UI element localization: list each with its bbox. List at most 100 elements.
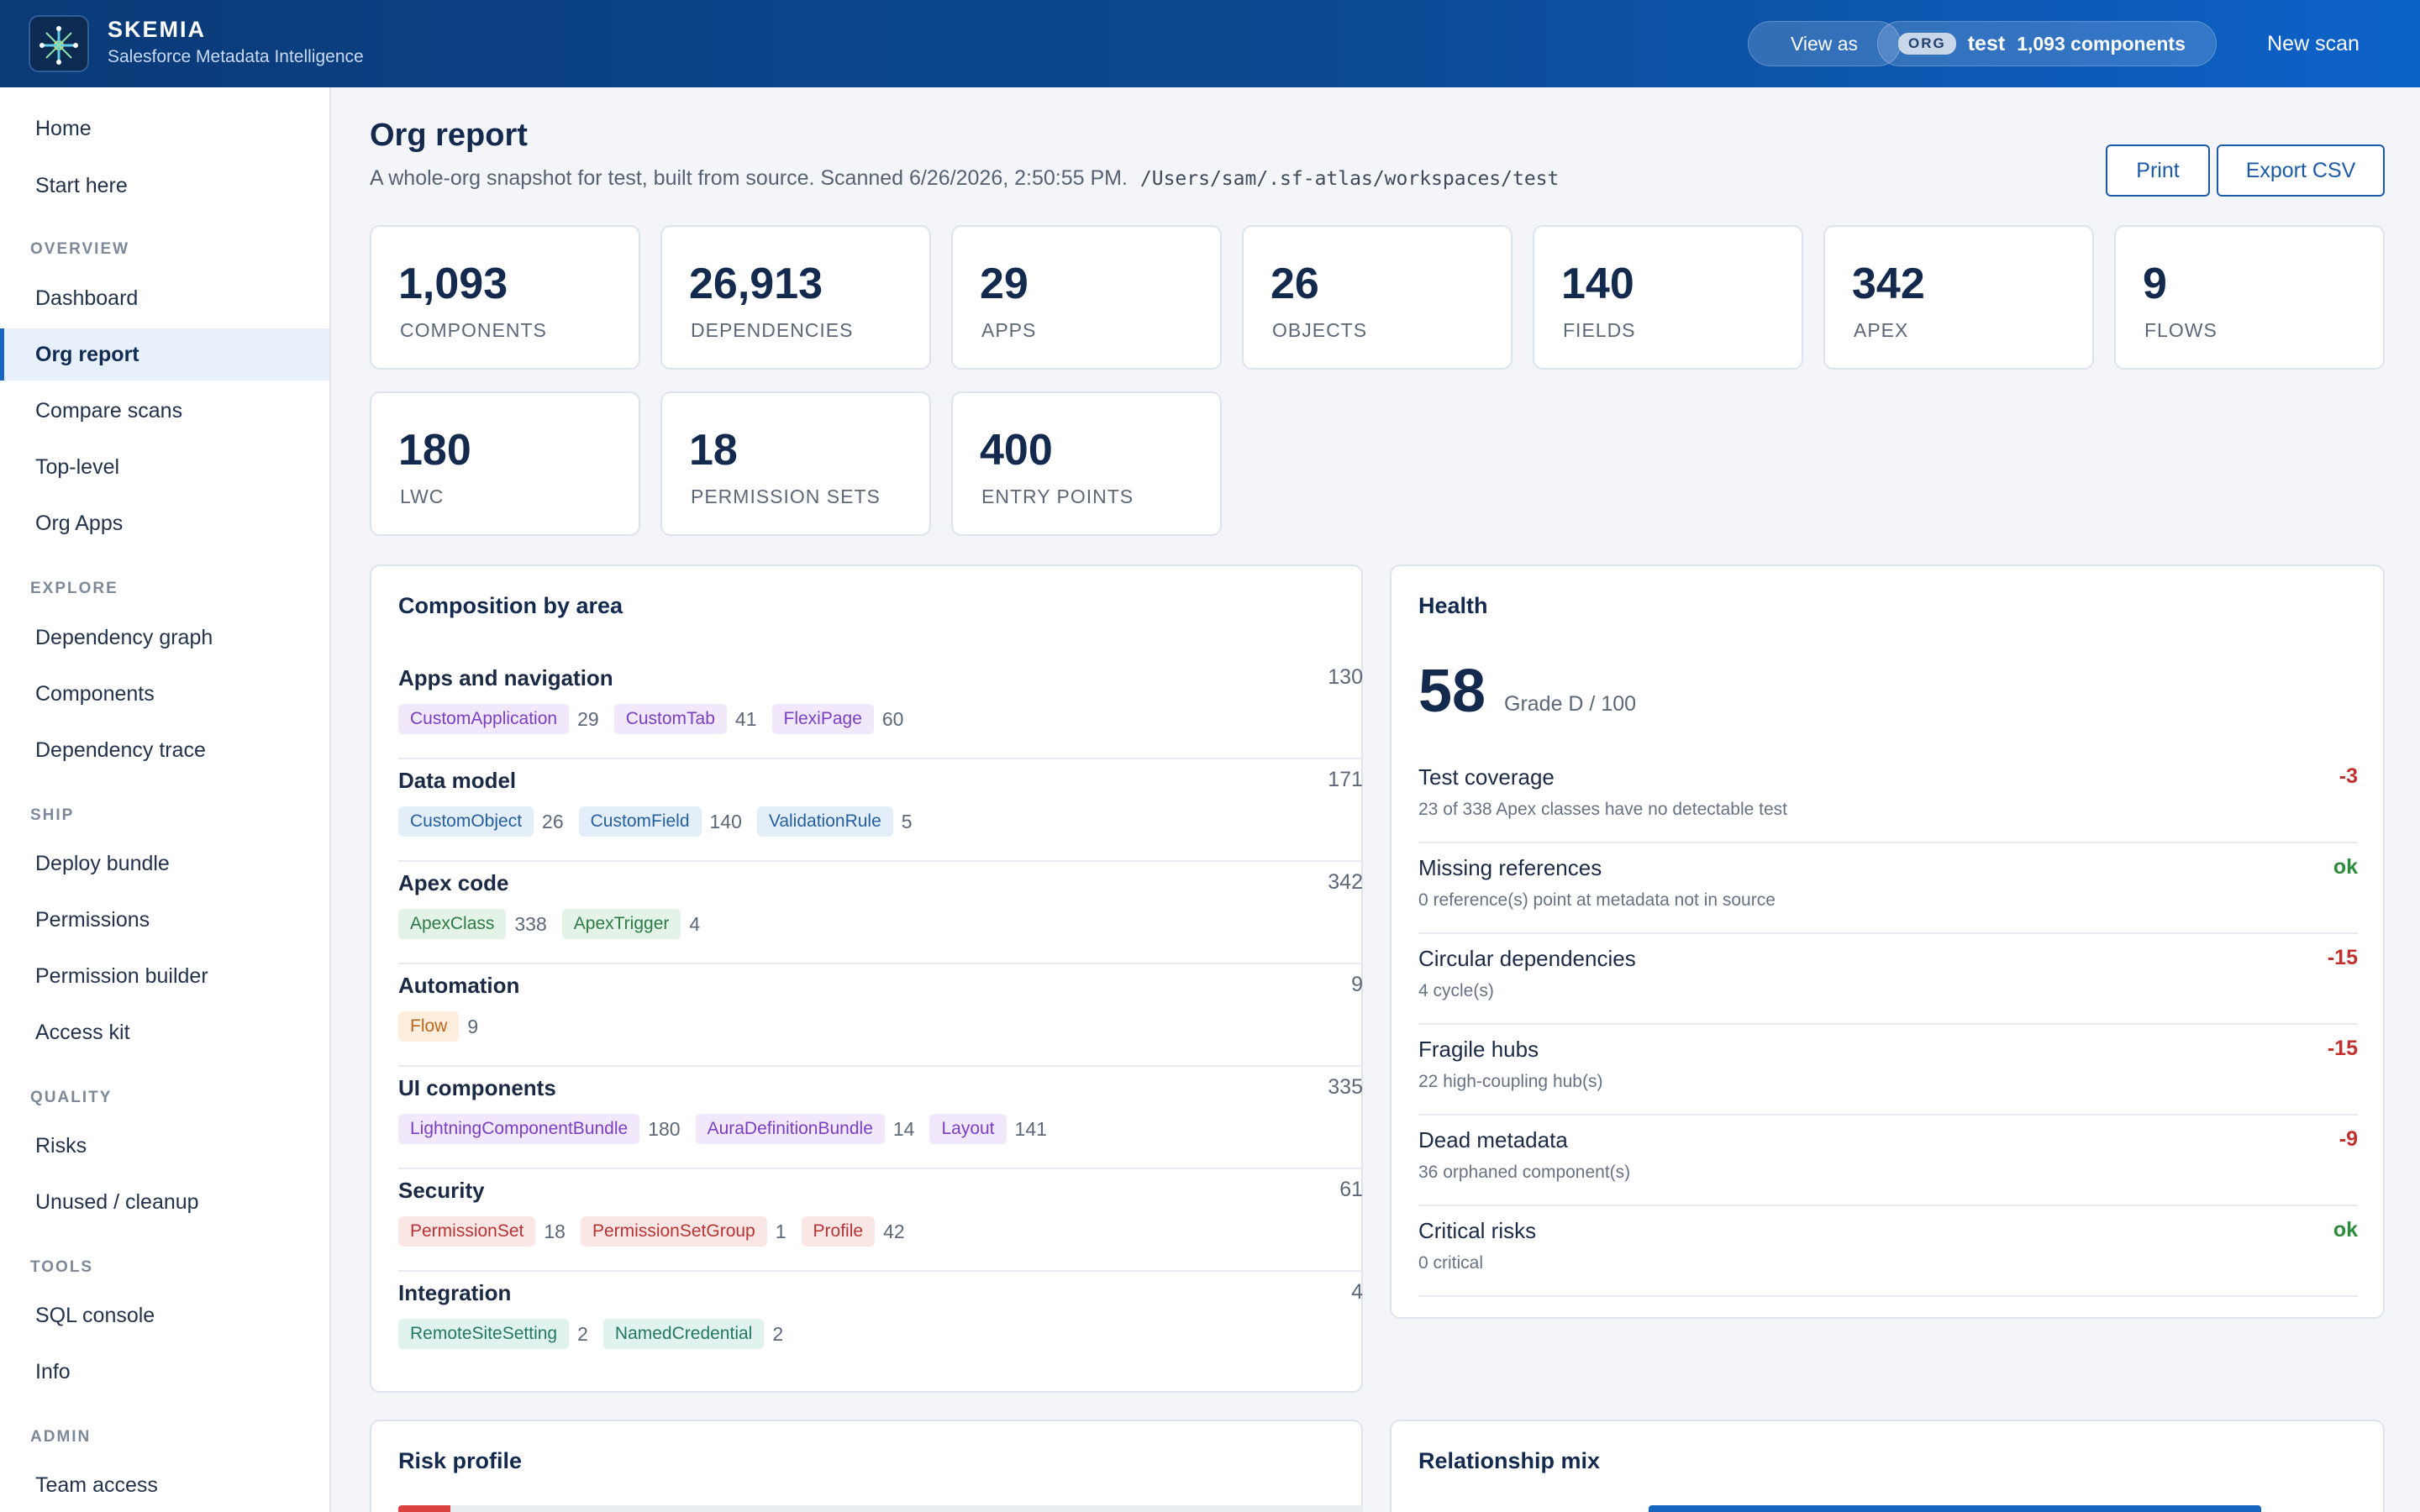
logo[interactable]	[29, 15, 89, 72]
type-chip[interactable]: RemoteSiteSetting	[398, 1319, 570, 1349]
type-count: 180	[648, 1117, 681, 1140]
sidebar-item-risks[interactable]: Risks	[35, 1133, 87, 1158]
stat-label: OBJECTS	[1272, 319, 1368, 341]
type-count: 42	[883, 1220, 905, 1242]
type-chip[interactable]: ApexClass	[398, 909, 507, 939]
stat-label: LWC	[400, 486, 445, 507]
area-name: UI components	[398, 1075, 556, 1100]
sidebar-item-components[interactable]: Components	[35, 681, 155, 706]
area-name: Apps and navigation	[398, 665, 613, 690]
area-name: Apex code	[398, 870, 509, 895]
stat-label: DEPENDENCIES	[691, 319, 854, 341]
type-chip[interactable]: Flow	[398, 1011, 460, 1042]
top-bar: SKEMIA Salesforce Metadata Intelligence …	[0, 0, 2420, 87]
type-count: 60	[881, 707, 904, 730]
relationship-mix-panel: Relationship mix	[1390, 1420, 2385, 1512]
sidebar-item-start-here[interactable]: Start here	[35, 173, 128, 197]
stat-card-objects: 26 OBJECTS	[1242, 225, 1512, 370]
stat-card-apex: 342 APEX	[1823, 225, 2094, 370]
health-row-circular-dependencies[interactable]: Circular dependencies 4 cycle(s) -15	[1418, 934, 2358, 1025]
area-total: 9	[1351, 973, 1363, 996]
relationship-mix-bar[interactable]	[1649, 1505, 2261, 1512]
sidebar-item-dependency-graph[interactable]: Dependency graph	[35, 625, 213, 649]
type-chip[interactable]: CustomApplication	[398, 704, 570, 734]
sidebar-item-permission-builder[interactable]: Permission builder	[35, 963, 208, 988]
view-as-button[interactable]: View as	[1748, 21, 1901, 66]
type-chip[interactable]: FlexiPage	[771, 704, 874, 734]
type-chip[interactable]: CustomField	[578, 806, 702, 837]
sidebar-item-top-level[interactable]: Top-level	[35, 454, 120, 479]
health-grade: Grade D / 100	[1504, 692, 1637, 716]
sidebar-item-org-apps[interactable]: Org Apps	[35, 511, 124, 535]
health-row-desc: 22 high-coupling hub(s)	[1418, 1072, 1603, 1091]
health-row-desc: 36 orphaned component(s)	[1418, 1163, 1631, 1182]
brand-name: SKEMIA	[108, 17, 207, 42]
type-chip[interactable]: Profile	[801, 1216, 876, 1247]
health-row-name: Missing references	[1418, 855, 1602, 880]
type-count: 18	[544, 1220, 566, 1242]
type-chip[interactable]: CustomTab	[613, 704, 727, 734]
page-subtitle: A whole-org snapshot for test, built fro…	[370, 166, 1559, 191]
area-name: Data model	[398, 768, 517, 793]
sidebar-item-org-report[interactable]: Org report	[0, 328, 329, 381]
sidebar-section-quality: QUALITY	[30, 1089, 113, 1106]
type-chip[interactable]: LightningComponentBundle	[398, 1114, 640, 1144]
area-row-integration: Integration 4 RemoteSiteSetting 2 NamedC…	[398, 1272, 1363, 1374]
health-row-critical-risks[interactable]: Critical risks 0 critical ok	[1418, 1206, 2358, 1297]
type-count: 5	[901, 810, 913, 832]
area-row-apps: Apps and navigation 130 CustomApplicatio…	[398, 657, 1363, 759]
area-row-apex: Apex code 342 ApexClass 338 ApexTrigger …	[398, 862, 1363, 964]
sidebar-item-deploy-bundle[interactable]: Deploy bundle	[35, 851, 170, 875]
area-name: Automation	[398, 973, 520, 998]
type-chip[interactable]: ApexTrigger	[561, 909, 681, 939]
print-button[interactable]: Print	[2106, 144, 2210, 197]
health-row-fragile-hubs[interactable]: Fragile hubs 22 high-coupling hub(s) -15	[1418, 1025, 2358, 1116]
page-title: Org report	[370, 118, 528, 153]
health-row-delta: ok	[2333, 1218, 2358, 1242]
type-count: 41	[734, 707, 757, 730]
sidebar-item-sql-console[interactable]: SQL console	[35, 1303, 155, 1327]
type-count: 26	[542, 810, 564, 832]
health-row-delta: -15	[2327, 946, 2358, 969]
risk-high-segment[interactable]	[398, 1505, 450, 1512]
type-chip[interactable]: PermissionSetGroup	[580, 1216, 767, 1247]
sidebar-section-explore: EXPLORE	[30, 580, 118, 597]
stat-label: FLOWS	[2144, 319, 2217, 341]
sidebar-item-info[interactable]: Info	[35, 1359, 71, 1383]
health-row-delta: -15	[2327, 1037, 2358, 1060]
health-row-missing-references[interactable]: Missing references 0 reference(s) point …	[1418, 843, 2358, 934]
sidebar-item-team-access[interactable]: Team access	[35, 1473, 158, 1497]
type-count: 2	[772, 1322, 784, 1345]
sidebar-item-access-kit[interactable]: Access kit	[35, 1020, 130, 1044]
sidebar-item-compare-scans[interactable]: Compare scans	[35, 398, 183, 423]
sidebar-item-dashboard[interactable]: Dashboard	[35, 286, 139, 310]
health-row-name: Critical risks	[1418, 1218, 1537, 1243]
relationship-mix-title: Relationship mix	[1418, 1448, 1601, 1473]
org-selector[interactable]: ORG test 1,093 components	[1877, 21, 2217, 66]
health-row-test-coverage[interactable]: Test coverage 23 of 338 Apex classes hav…	[1418, 753, 2358, 843]
type-chip[interactable]: CustomObject	[398, 806, 534, 837]
stat-value: 29	[980, 260, 1028, 308]
type-chip[interactable]: AuraDefinitionBundle	[695, 1114, 885, 1144]
sidebar-item-home[interactable]: Home	[35, 116, 92, 140]
stat-card-entry-points: 400 ENTRY POINTS	[951, 391, 1222, 536]
sidebar-item-dependency-trace[interactable]: Dependency trace	[35, 738, 206, 762]
type-chip[interactable]: PermissionSet	[398, 1216, 536, 1247]
stat-card-apps: 29 APPS	[951, 225, 1222, 370]
export-csv-button[interactable]: Export CSV	[2217, 144, 2385, 197]
area-row-automation: Automation 9 Flow 9	[398, 964, 1363, 1067]
health-row-dead-metadata[interactable]: Dead metadata 36 orphaned component(s) -…	[1418, 1116, 2358, 1206]
sidebar-item-permissions[interactable]: Permissions	[35, 907, 150, 932]
type-chip[interactable]: Layout	[929, 1114, 1007, 1144]
area-total: 342	[1328, 870, 1363, 894]
new-scan-button[interactable]: New scan	[2267, 31, 2360, 55]
type-chip[interactable]: ValidationRule	[756, 806, 893, 837]
health-row-name: Dead metadata	[1418, 1127, 1568, 1152]
health-row-name: Circular dependencies	[1418, 946, 1636, 971]
type-chip[interactable]: NamedCredential	[602, 1319, 765, 1349]
stat-label: PERMISSION SETS	[691, 486, 881, 507]
health-row-delta: -9	[2338, 1127, 2358, 1151]
sidebar-item-unused-cleanup[interactable]: Unused / cleanup	[35, 1189, 199, 1214]
stat-label: ENTRY POINTS	[981, 486, 1134, 507]
stat-card-permission-sets: 18 PERMISSION SETS	[660, 391, 931, 536]
